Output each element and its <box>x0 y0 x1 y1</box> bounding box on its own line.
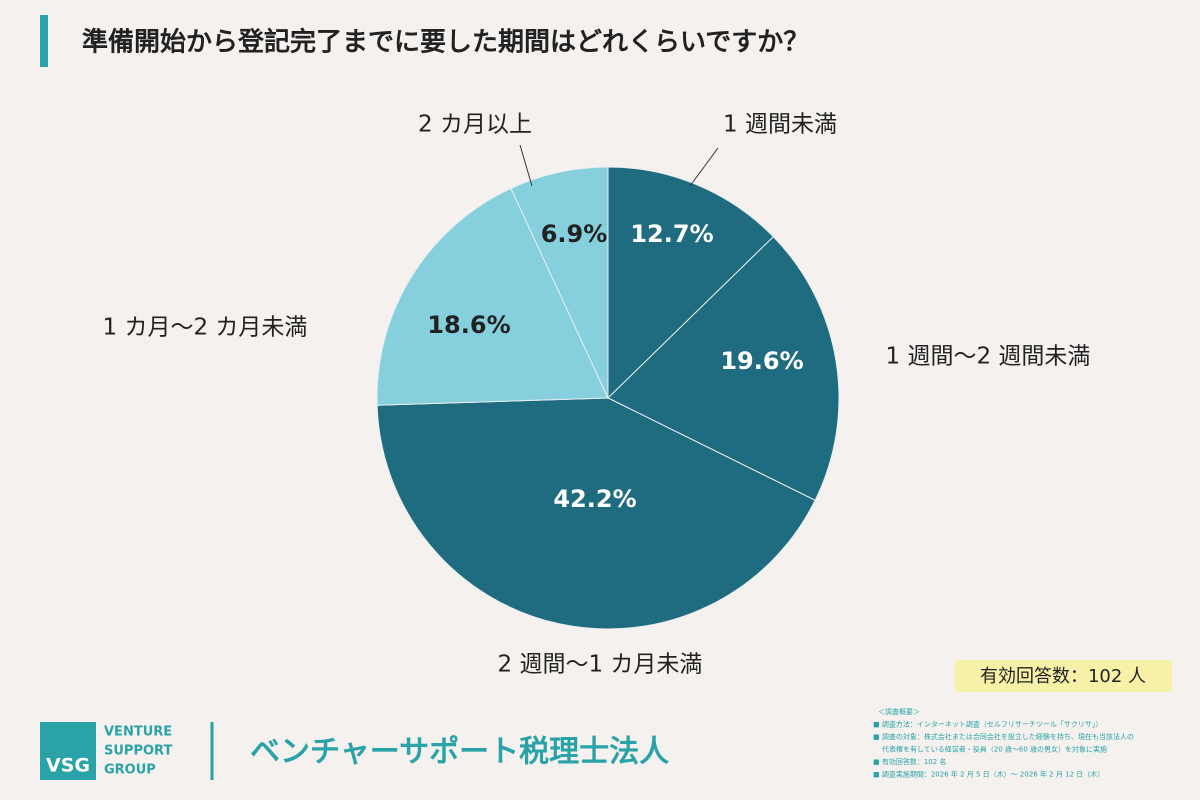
slice-label: 1 週間〜2 週間未満 <box>886 344 1091 370</box>
pie-slice <box>376 397 816 630</box>
logo-line: SUPPORT <box>104 744 172 759</box>
pie-slice <box>607 236 840 501</box>
pie-slice <box>510 166 609 399</box>
slice-label: 2 週間〜1 カ月未満 <box>498 652 703 678</box>
slice-label: 2 カ月以上 <box>418 112 532 138</box>
leader-line <box>519 144 533 187</box>
logo-line: VENTURE <box>104 725 172 740</box>
slice-label: 1 カ月〜2 カ月未満 <box>103 315 308 341</box>
logo-mark-box <box>40 722 96 780</box>
slice-label: 1 週間未満 <box>723 112 837 138</box>
pie: 12.7% 1 週間未満 19.6% 1 週間〜2 週間未満 42.2% 2 週間〜1 カ… <box>103 112 1091 678</box>
note-line: ■ 有効回答数：102 名 <box>873 757 946 766</box>
leader-line <box>689 147 719 187</box>
data-label: 12.7% <box>630 220 713 248</box>
data-label: 19.6% <box>720 347 803 375</box>
respondents-box <box>955 660 1172 692</box>
logo-mark: VSG <box>46 755 90 777</box>
note-line: ■ 調査の対象：株式会社または合同会社を設立した経験を持ち、現在も当該法人の <box>873 732 1134 741</box>
note-line: ■ 調査実施期間：2026 年 2 月 5 日（木）〜 2026 年 2 月 1… <box>873 770 1104 779</box>
data-label: 42.2% <box>553 485 636 513</box>
notes: ＜調査概要＞ ■ 調査方法：インターネット調査（セルフリサーチツール「サクリサ」）… <box>873 707 1134 779</box>
chart-title: 準備開始から登記完了までに要した期間はどれくらいですか？ <box>82 27 809 58</box>
logo-line: GROUP <box>104 763 156 778</box>
data-label: 6.9% <box>541 220 608 248</box>
note-line: ＜調査概要＞ <box>878 707 920 716</box>
title-bar <box>40 15 48 67</box>
pie-slice <box>607 166 775 400</box>
data-label: 18.6% <box>427 311 510 339</box>
note-line: ■ 調査方法：インターネット調査（セルフリサーチツール「サクリサ」） <box>873 720 1102 729</box>
respondents: 有効回答数：102 人 <box>980 666 1146 687</box>
pie-slice <box>376 187 609 406</box>
company-name: ベンチャーサポート税理士法人 <box>250 735 669 770</box>
note-line: 代表権を有している経営者・役員（20 歳〜60 歳の男女）を対象に実施 <box>882 745 1107 754</box>
